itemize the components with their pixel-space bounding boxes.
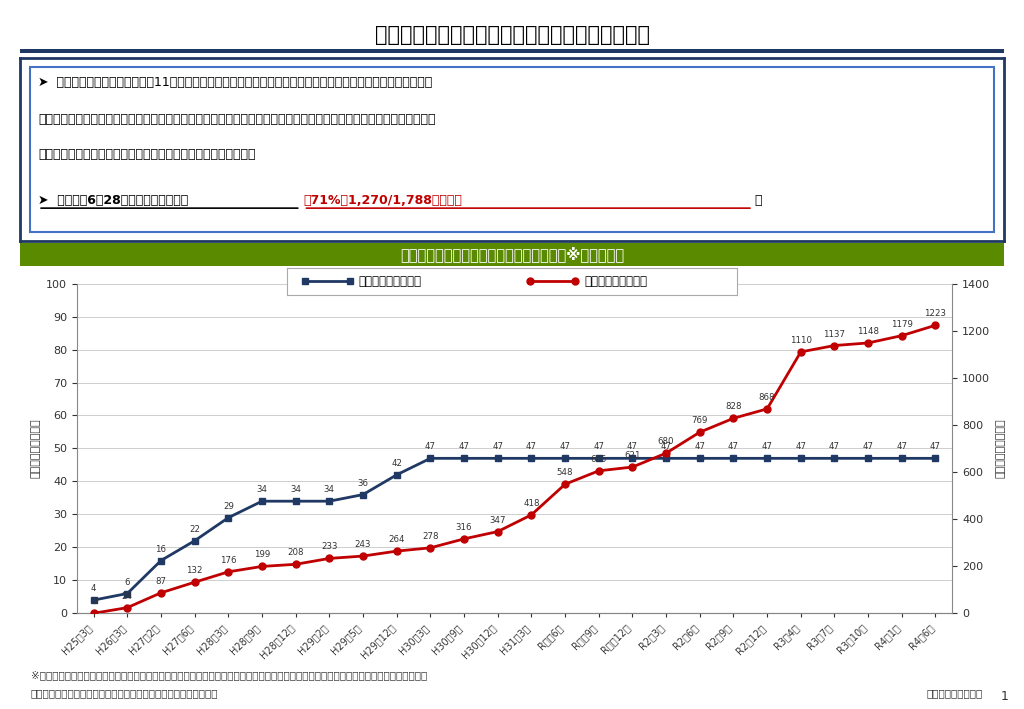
Text: 47: 47 [896,442,907,452]
Text: 34: 34 [256,485,267,494]
Text: ➤  令和４年6月28日時点の取組率は、: ➤ 令和４年6月28日時点の取組率は、 [38,194,188,206]
Text: 47: 47 [627,442,638,452]
Text: 47: 47 [762,442,773,452]
Text: 個人・法人の権利利益、国の安全等が害されることのないようにしつつ、国民がインターネット等を通じて容易に: 個人・法人の権利利益、国の安全等が害されることのないようにしつつ、国民がインター… [38,113,435,126]
Text: 548: 548 [557,468,573,477]
Text: オープンデータに取り組む地方公共団体数の推移: オープンデータに取り組む地方公共団体数の推移 [375,25,649,45]
Text: 36: 36 [357,479,369,488]
Text: 769: 769 [691,416,708,425]
Text: 1148: 1148 [857,327,880,336]
Text: 47: 47 [425,442,436,452]
Text: 316: 316 [456,523,472,532]
Text: 132: 132 [186,566,203,575]
Text: 47: 47 [694,442,706,452]
Text: 47: 47 [526,442,537,452]
Text: 16: 16 [156,545,167,554]
Text: 29: 29 [223,502,233,510]
Text: 47: 47 [796,442,806,452]
Text: 418: 418 [523,499,540,508]
Text: 680: 680 [657,437,675,446]
Text: 42: 42 [391,459,402,468]
Text: データの公開先を提示」を行っている都道府県及び市区町村。: データの公開先を提示」を行っている都道府県及び市区町村。 [31,688,218,698]
Text: 47: 47 [493,442,503,452]
Text: 347: 347 [489,515,506,525]
Text: 利用できるよう、必要な措置を講ずるものとする」と記載。: 利用できるよう、必要な措置を講ずるものとする」と記載。 [38,147,256,161]
Text: 1110: 1110 [790,336,812,345]
Text: 605: 605 [591,455,607,464]
Text: 1223: 1223 [925,309,946,318]
Text: 47: 47 [930,442,941,452]
Text: 868: 868 [759,393,775,402]
Text: （デジタル庁調べ）: （デジタル庁調べ） [927,688,983,698]
Text: 47: 47 [660,442,672,452]
Text: 47: 47 [559,442,570,452]
Text: 47: 47 [593,442,604,452]
Y-axis label: 団体数（都道府県）: 団体数（都道府県） [31,418,41,479]
Text: 278: 278 [422,532,438,541]
Text: 199: 199 [254,550,270,559]
Text: 621: 621 [625,451,641,460]
Text: ※　自らのホームページにおいて「オープンデータとしての利用規約を適用し、データを公開」又は「オープンデータであることを表示し、: ※ 自らのホームページにおいて「オープンデータとしての利用規約を適用し、データを… [31,670,427,680]
Text: 6: 6 [125,578,130,586]
Text: 264: 264 [388,535,404,545]
Text: 47: 47 [829,442,840,452]
Text: 1137: 1137 [823,330,846,339]
Text: 87: 87 [156,577,167,586]
Text: 団体数（都道府県）: 団体数（都道府県） [358,275,422,288]
Text: 34: 34 [290,485,301,494]
Text: 1: 1 [1000,691,1009,703]
Text: 47: 47 [728,442,739,452]
Text: 176: 176 [220,556,237,565]
Text: 。: 。 [755,194,762,206]
Text: ➤  官民データ活用推進基本法第11条において、「国及び地方公共団体は、自らが保有する官民データについて、: ➤ 官民データ活用推進基本法第11条において、「国及び地方公共団体は、自らが保有… [38,77,432,89]
Text: 約71%（1,270/1,788自治体）: 約71%（1,270/1,788自治体） [303,194,463,206]
Text: 4: 4 [91,584,96,593]
Text: 47: 47 [862,442,873,452]
Text: 団体数（市区町村）: 団体数（市区町村） [584,275,647,288]
Text: 22: 22 [189,525,200,534]
Text: 24: 24 [122,592,133,601]
Text: 47: 47 [459,442,470,452]
Text: 243: 243 [354,540,372,549]
Text: 233: 233 [322,542,338,552]
Text: 34: 34 [324,485,335,494]
Text: 地方公共団体のオープンデータ取組済み（※）数の推移: 地方公共団体のオープンデータ取組済み（※）数の推移 [400,247,624,262]
Text: 208: 208 [288,548,304,557]
Text: 1179: 1179 [891,320,912,329]
Text: 828: 828 [725,402,741,411]
Text: 0: 0 [91,598,96,606]
Y-axis label: 団体数（市区町村）: 団体数（市区町村） [995,418,1006,479]
